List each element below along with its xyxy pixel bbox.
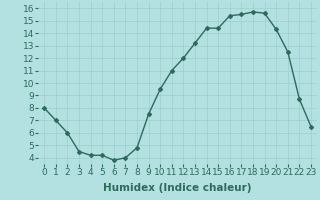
X-axis label: Humidex (Indice chaleur): Humidex (Indice chaleur) [103, 183, 252, 193]
